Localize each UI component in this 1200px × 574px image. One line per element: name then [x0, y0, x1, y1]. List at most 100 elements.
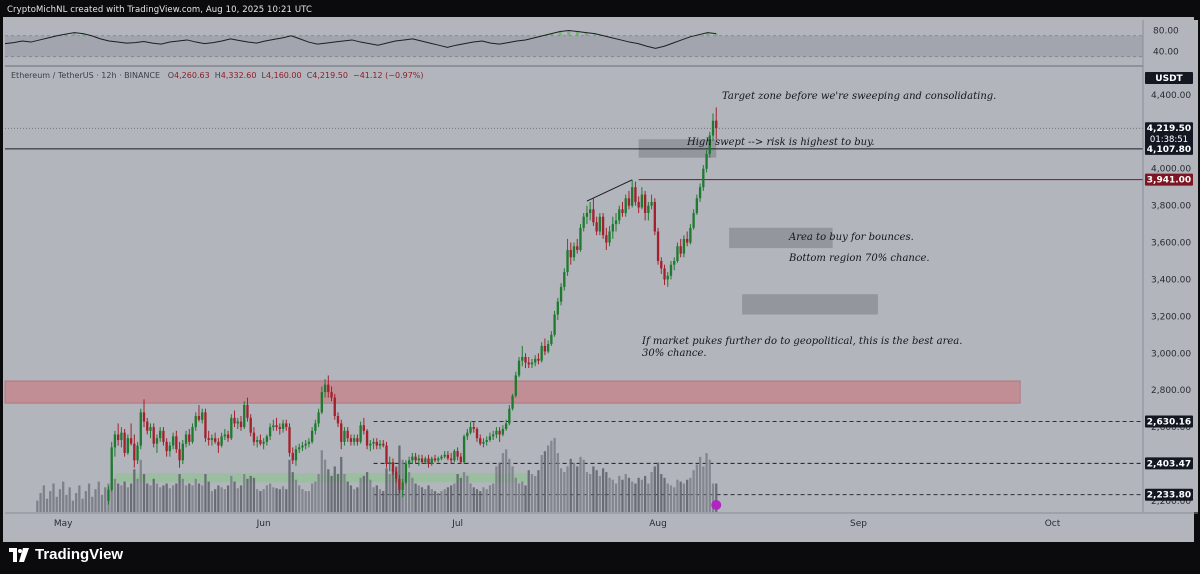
volume-bar — [553, 437, 556, 512]
volume-bar — [466, 475, 469, 512]
volume-bar — [191, 485, 194, 512]
volume-bar — [702, 466, 705, 512]
volume-bar — [653, 466, 656, 512]
candle-body — [660, 261, 663, 269]
candle-body — [530, 362, 534, 365]
candle-body — [272, 425, 275, 428]
volume-bar — [547, 445, 550, 512]
candle-body — [501, 428, 505, 435]
candle-body — [563, 272, 566, 287]
volume-bar — [91, 496, 94, 512]
volume-bar — [385, 468, 388, 512]
time-tick-label: Jul — [451, 519, 463, 529]
candle-body — [129, 438, 133, 444]
candle-body — [427, 458, 430, 465]
candle-body — [621, 209, 624, 214]
volume-bar — [378, 489, 382, 512]
volume-bar — [566, 466, 569, 512]
candle-body — [395, 471, 398, 479]
axis-layer: 80.0040.004,400.004,200.004,000.003,800.… — [5, 20, 1198, 529]
volume-bar — [359, 477, 362, 512]
volume-layer — [36, 437, 718, 512]
volume-bar — [243, 474, 246, 512]
candle-body — [291, 452, 294, 461]
volume-bar — [288, 459, 291, 512]
bounce-buy-zone — [729, 227, 833, 249]
volume-bar — [194, 478, 197, 512]
candle-body — [524, 356, 527, 363]
volume-bar — [579, 456, 582, 512]
candle-body — [417, 458, 420, 461]
chart-frame[interactable] — [3, 17, 1194, 542]
level-label-2630: 2,630.16 — [1147, 418, 1191, 428]
volume-bar — [52, 483, 55, 512]
close-value: 4,219.50 — [312, 71, 348, 80]
volume-bar — [178, 474, 181, 512]
volume-bar — [113, 478, 117, 512]
volume-bar — [369, 479, 372, 512]
level-label-4107: 4,107.80 — [1147, 145, 1191, 155]
candle-body — [146, 421, 149, 431]
tradingview-logo[interactable]: TradingView — [9, 546, 123, 563]
volume-bar — [136, 478, 139, 512]
brand-name: TradingView — [35, 546, 124, 563]
candle-body — [349, 438, 353, 442]
candle-body — [388, 462, 391, 465]
candle-body — [159, 430, 162, 439]
candle-body — [226, 434, 230, 439]
candle-body — [268, 427, 272, 437]
candle-body — [336, 416, 340, 424]
volume-bar — [492, 483, 495, 512]
volume-bar — [433, 491, 437, 512]
candle-body — [220, 436, 223, 446]
rsi-tick-label: 80.00 — [1153, 27, 1179, 37]
candle-body — [210, 438, 214, 441]
candle-body — [711, 120, 715, 136]
candle-body — [136, 445, 139, 461]
volume-bar — [508, 458, 511, 512]
candle-body — [430, 458, 433, 465]
candle-body — [540, 345, 543, 361]
candle-body — [204, 412, 207, 439]
candle-body — [656, 231, 660, 262]
volume-bar — [168, 488, 172, 512]
candle-body — [233, 417, 236, 424]
candle-body — [640, 194, 644, 208]
volume-bar — [514, 477, 517, 512]
candle-body — [165, 441, 168, 452]
level-label-4107-box — [1145, 142, 1193, 155]
candle-body — [239, 421, 243, 428]
volume-bar — [226, 485, 230, 512]
candle-body — [369, 443, 372, 446]
volume-bar — [214, 489, 217, 512]
volume-bar — [155, 483, 159, 512]
candle-body — [585, 213, 589, 217]
candle-body — [669, 264, 673, 276]
volume-bar — [78, 485, 81, 512]
volume-bar — [68, 487, 71, 512]
symbol-legend[interactable]: Ethereum / TetherUS · 12h · BINANCE O4,2… — [11, 71, 424, 80]
candle-body — [488, 436, 492, 441]
candle-body — [698, 187, 702, 199]
candle-body — [356, 438, 359, 442]
candle-body — [304, 443, 307, 446]
open-value: 4,260.63 — [174, 71, 210, 80]
volume-bar — [343, 474, 346, 512]
last-price-label-box — [1145, 122, 1193, 145]
volume-bar — [621, 479, 624, 512]
candle-body — [375, 441, 378, 446]
candle-body — [643, 194, 647, 214]
volume-bar — [404, 462, 408, 512]
candle-body — [702, 168, 705, 188]
candle-body — [133, 443, 136, 461]
candle-body — [207, 438, 210, 441]
candle-body — [504, 423, 508, 429]
volume-bar — [618, 475, 621, 512]
candle-body — [259, 440, 262, 444]
volume-bar — [230, 475, 233, 512]
candle-body — [162, 430, 165, 442]
volume-bar — [715, 483, 718, 512]
candle-body — [666, 275, 669, 280]
volume-bar — [711, 483, 715, 512]
